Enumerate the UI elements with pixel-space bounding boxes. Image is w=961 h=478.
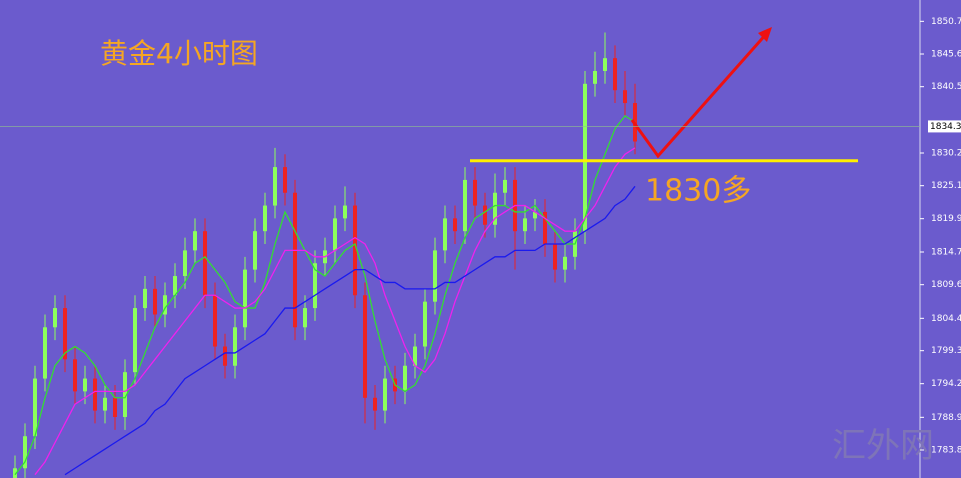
candle-body [183, 250, 187, 277]
candle-body [143, 288, 147, 309]
candle-body [113, 397, 117, 418]
candle-body [613, 58, 617, 91]
candle-body [263, 205, 267, 232]
candle-body [63, 308, 67, 360]
candle-body [493, 192, 497, 225]
candle-body [583, 83, 587, 232]
forecast-arrow [630, 31, 770, 159]
candle-body [13, 468, 17, 478]
candle-body [213, 295, 217, 347]
y-tick-label: 1788.95 [931, 413, 961, 423]
candle-body [563, 256, 567, 270]
candle-body [73, 359, 77, 392]
candle-body [163, 295, 167, 315]
candle-body [283, 167, 287, 193]
annotation: 1830多 [645, 174, 751, 209]
candle-body [243, 269, 247, 328]
candle-body [153, 288, 157, 315]
y-tick-label: 1799.35 [931, 346, 961, 356]
candle-body [533, 211, 537, 219]
moving-average [14, 114, 636, 476]
candle-body [413, 346, 417, 366]
candle-body [623, 90, 627, 104]
y-tick-label: 1794.20 [931, 379, 961, 389]
moving-average [34, 147, 636, 476]
candle-body [223, 346, 227, 366]
moving-average [64, 185, 636, 476]
candle-body [353, 205, 357, 296]
candle-body [173, 276, 177, 296]
candle-body [483, 205, 487, 225]
candle-body [473, 179, 477, 206]
candle-body [93, 378, 97, 411]
candle-body [603, 58, 607, 71]
candle-body [463, 179, 467, 232]
y-tick-label: 1850.75 [931, 17, 961, 27]
candle-body [233, 327, 237, 366]
candle-body [593, 70, 597, 84]
candle-body [383, 378, 387, 411]
candle-body [53, 308, 57, 328]
candle-body [433, 250, 437, 302]
candle-body [43, 327, 47, 379]
y-tick-label: 1825.10 [931, 181, 961, 191]
arrow-head [758, 27, 772, 42]
y-tick-label: 1804.40 [931, 314, 961, 324]
candle-body [343, 205, 347, 219]
candle-body [523, 218, 527, 232]
candle-body [103, 397, 107, 411]
plot: 1850.75 1845.65 1840.55 1830.20 1825.10 1819.… [13, 17, 961, 478]
candle-body [553, 243, 557, 270]
candle-body [373, 397, 377, 411]
last-price-box [928, 120, 961, 133]
candle-body [33, 378, 37, 437]
candle-body [23, 436, 27, 469]
candle-body [293, 192, 297, 328]
candle-body [443, 218, 447, 251]
y-tick-label: 1830.20 [931, 149, 961, 159]
candle-body [363, 295, 367, 398]
candle-body [503, 179, 507, 193]
candle-body [403, 365, 407, 392]
y-tick-label: 1814.75 [931, 248, 961, 258]
candle-body [423, 301, 427, 347]
y-tick-label: 1840.55 [931, 82, 961, 92]
candle-body [253, 231, 257, 270]
chart-title: 黄金4小时图 [100, 37, 258, 70]
candle-body [333, 218, 337, 251]
y-tick-label: 1819.95 [931, 214, 961, 224]
y-tick-label: 1783.85 [931, 445, 961, 455]
y-tick-label: 1845.65 [931, 50, 961, 60]
y-tick-label: 1809.65 [931, 280, 961, 290]
candle-body [133, 308, 137, 373]
candle-body [543, 211, 547, 244]
candle-body [303, 308, 307, 328]
candle-body [123, 372, 127, 418]
candle-body [453, 218, 457, 232]
candle-body [313, 263, 317, 309]
candle-body [203, 231, 207, 296]
watermark: 汇外网 [832, 426, 934, 466]
candle-body [273, 167, 277, 206]
last-price-label: 1834.35 [930, 122, 961, 132]
candle-body [193, 231, 197, 251]
candle-body [83, 378, 87, 392]
